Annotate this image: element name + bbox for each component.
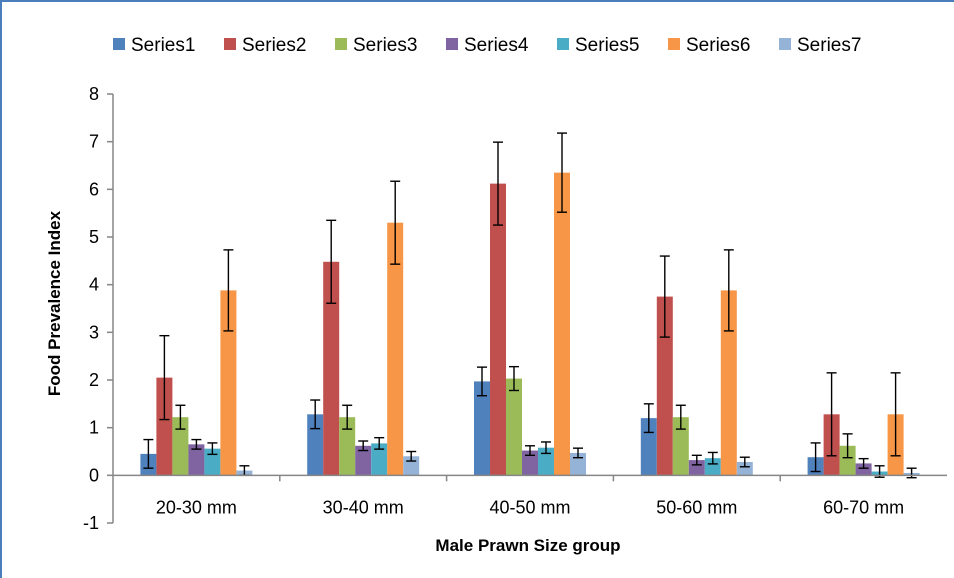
legend-swatch-series5 <box>557 38 569 50</box>
error-bar-series2-4 <box>826 372 837 457</box>
error-bar-series6-0 <box>223 249 234 332</box>
legend-swatch-series4 <box>446 38 458 50</box>
error-bar-series5-0 <box>207 442 218 456</box>
y-tick-label: 0 <box>89 465 99 485</box>
error-bar-series7-3 <box>739 456 750 468</box>
y-tick-label: 4 <box>89 275 99 295</box>
bar-series6-3 <box>720 290 737 476</box>
y-tick-label: 5 <box>89 227 99 247</box>
bar-series2-0 <box>156 377 173 476</box>
bar-series2-3 <box>656 296 673 476</box>
bar-series5-1 <box>371 443 388 476</box>
legend-swatch-series6 <box>668 38 680 50</box>
error-bar-series5-1 <box>374 436 385 450</box>
error-bar-series2-1 <box>326 219 337 304</box>
error-bar-series1-1 <box>310 399 321 430</box>
legend-label-series3: Series3 <box>353 35 417 56</box>
legend-label-series4: Series4 <box>464 35 529 56</box>
error-bar-series4-1 <box>358 440 369 452</box>
error-bar-series1-0 <box>143 438 154 469</box>
bar-series3-2 <box>506 378 522 476</box>
legend-label-series7: Series7 <box>797 35 861 56</box>
bar-series6-0 <box>220 290 237 476</box>
y-tick-label: 6 <box>89 179 99 199</box>
y-tick-label: 2 <box>89 370 99 390</box>
error-bar-series6-1 <box>390 180 401 265</box>
bar-series7-2 <box>570 452 586 476</box>
x-tick-label: 20-30 mm <box>156 497 237 517</box>
error-bar-series2-0 <box>159 334 170 421</box>
x-axis-title: Male Prawn Size group <box>435 536 620 555</box>
y-tick-label: 3 <box>89 322 99 342</box>
error-bar-series2-3 <box>659 255 670 338</box>
error-bar-series4-3 <box>691 454 702 466</box>
error-bars-group <box>143 132 917 479</box>
error-bar-series2-2 <box>493 141 503 226</box>
legend-swatch-series2 <box>224 38 236 50</box>
legend-label-series6: Series6 <box>686 35 750 56</box>
y-axis-title: Food Prevalence Index <box>45 210 64 396</box>
y-tick-label: -1 <box>83 513 99 533</box>
error-bar-series3-4 <box>842 433 853 459</box>
legend: Series1 Series2 Series3 Series4 Series5 Serie… <box>113 35 861 56</box>
bar-series5-2 <box>538 447 554 476</box>
bars-group <box>140 172 920 476</box>
x-tick-label: 40-50 mm <box>489 497 570 517</box>
bar-series3-4 <box>839 445 856 476</box>
bar-series4-2 <box>522 450 538 476</box>
legend-swatch-series1 <box>113 38 125 50</box>
bar-series7-3 <box>736 461 753 476</box>
bar-series6-1 <box>387 222 404 476</box>
error-bar-series7-4 <box>906 467 917 479</box>
x-tick-label: 30-40 mm <box>323 497 404 517</box>
bar-series3-0 <box>172 417 189 476</box>
legend-swatch-series3 <box>335 38 347 50</box>
legend-swatch-series7 <box>779 38 791 50</box>
legend-label-series1: Series1 <box>131 35 195 56</box>
error-bar-series3-1 <box>342 404 353 430</box>
error-bar-series6-2 <box>557 132 567 213</box>
x-tick-label: 60-70 mm <box>823 497 904 517</box>
x-tick-label: 50-60 mm <box>656 497 737 517</box>
bar-series3-3 <box>672 417 689 476</box>
bar-series6-2 <box>554 172 570 476</box>
error-bar-series3-2 <box>509 365 519 392</box>
error-bar-series3-3 <box>675 404 686 430</box>
bar-series4-0 <box>188 444 205 476</box>
error-bar-series7-2 <box>573 447 583 459</box>
bar-series5-3 <box>704 458 721 476</box>
bar-series2-1 <box>323 261 340 476</box>
legend-label-series2: Series2 <box>242 35 306 56</box>
bar-series4-4 <box>855 463 872 476</box>
bar-series1-2 <box>474 381 490 476</box>
error-bar-series4-0 <box>191 438 202 450</box>
error-bar-series4-4 <box>858 457 869 469</box>
x-ticks-group: 20-30 mm 30-40 mm 40-50 mm 50-60 mm 60-70 mm <box>156 475 904 517</box>
error-bar-series1-3 <box>643 403 654 434</box>
bar-series5-0 <box>204 448 221 476</box>
error-bar-series3-0 <box>175 404 186 430</box>
error-bar-series5-3 <box>707 451 718 465</box>
error-bar-series7-1 <box>406 450 417 462</box>
error-bar-series1-4 <box>810 442 821 473</box>
y-tick-label: 8 <box>89 84 99 104</box>
error-bar-series4-2 <box>525 445 535 457</box>
error-bar-series6-4 <box>890 372 901 457</box>
bar-series4-3 <box>688 460 705 476</box>
bar-series2-2 <box>490 183 506 476</box>
bar-series1-1 <box>307 414 324 476</box>
error-bar-series6-3 <box>723 249 734 332</box>
y-tick-label: 7 <box>89 132 99 152</box>
legend-label-series5: Series5 <box>575 35 639 56</box>
error-bar-series5-2 <box>541 441 551 455</box>
error-bar-series1-2 <box>477 366 487 397</box>
y-tick-label: 1 <box>89 418 99 438</box>
bar-series3-1 <box>339 417 356 476</box>
y-ticks-group: -1 0 1 2 3 4 5 6 7 8 <box>83 84 113 533</box>
bar-series4-1 <box>355 445 372 476</box>
